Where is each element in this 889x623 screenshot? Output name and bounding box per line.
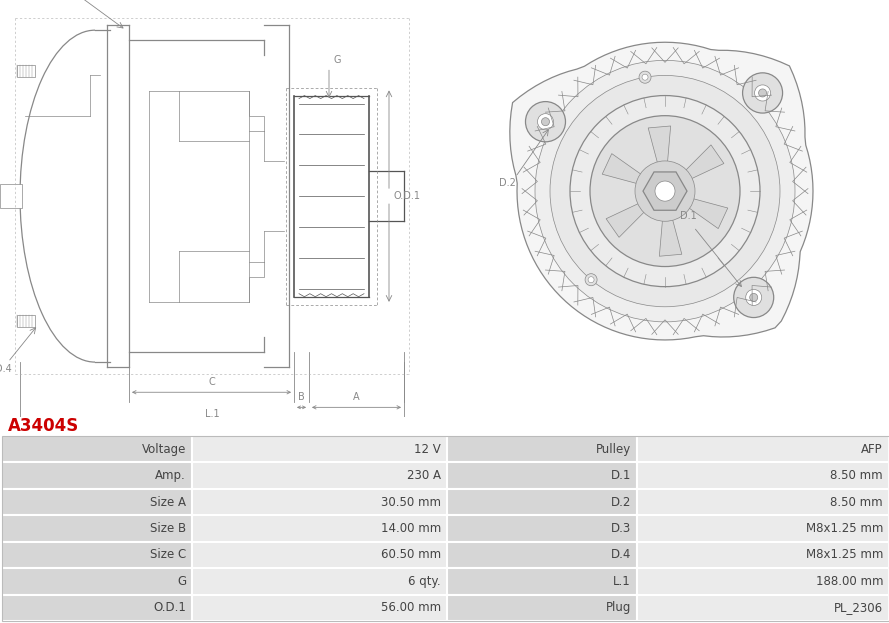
Polygon shape: [660, 211, 682, 256]
Circle shape: [733, 277, 773, 318]
Bar: [447, 542, 637, 568]
Text: D.4: D.4: [0, 364, 12, 374]
Circle shape: [642, 74, 648, 80]
Polygon shape: [643, 172, 687, 211]
Bar: [637, 462, 889, 489]
Bar: [637, 568, 889, 594]
Bar: [2, 594, 192, 621]
Bar: [637, 542, 889, 568]
Text: Plug: Plug: [605, 601, 631, 614]
Circle shape: [535, 60, 795, 322]
Circle shape: [541, 118, 549, 126]
Bar: [637, 594, 889, 621]
Text: Size B: Size B: [150, 522, 186, 535]
Bar: [17, 315, 35, 327]
Text: 230 A: 230 A: [407, 469, 441, 482]
Text: 188.00 mm: 188.00 mm: [815, 575, 883, 588]
Text: D.4: D.4: [611, 548, 631, 561]
Bar: [192, 436, 447, 462]
Circle shape: [746, 290, 762, 305]
Text: D.2: D.2: [611, 496, 631, 508]
Text: 12 V: 12 V: [414, 443, 441, 456]
Circle shape: [655, 181, 675, 201]
Text: D.1: D.1: [680, 211, 697, 221]
Text: 56.00 mm: 56.00 mm: [380, 601, 441, 614]
Bar: [447, 515, 637, 542]
Text: 14.00 mm: 14.00 mm: [380, 522, 441, 535]
Text: M8x1.25 mm: M8x1.25 mm: [805, 548, 883, 561]
Bar: [2, 462, 192, 489]
Bar: [2, 436, 192, 462]
Text: G: G: [177, 575, 186, 588]
Text: Size C: Size C: [149, 548, 186, 561]
Circle shape: [590, 116, 740, 267]
Text: 6 qty.: 6 qty.: [408, 575, 441, 588]
Circle shape: [639, 71, 651, 83]
Polygon shape: [602, 154, 649, 186]
Circle shape: [758, 89, 766, 97]
Text: D.3: D.3: [611, 522, 631, 535]
Text: G: G: [334, 55, 341, 65]
Polygon shape: [679, 145, 724, 183]
Polygon shape: [606, 199, 651, 237]
Text: C: C: [208, 377, 215, 388]
Bar: [2, 489, 192, 515]
Bar: [192, 542, 447, 568]
Text: AFP: AFP: [861, 443, 883, 456]
Text: Pulley: Pulley: [596, 443, 631, 456]
Circle shape: [550, 75, 780, 307]
Bar: [192, 489, 447, 515]
Text: L.1: L.1: [613, 575, 631, 588]
Text: D.2: D.2: [499, 178, 516, 188]
Text: A3404S: A3404S: [8, 417, 79, 435]
Text: B: B: [298, 392, 305, 402]
Bar: [447, 462, 637, 489]
Circle shape: [570, 95, 760, 287]
Circle shape: [635, 161, 695, 221]
Bar: [447, 594, 637, 621]
Bar: [192, 594, 447, 621]
Text: O.D.1: O.D.1: [393, 191, 420, 201]
Bar: [447, 489, 637, 515]
Circle shape: [742, 73, 782, 113]
Text: PL_2306: PL_2306: [834, 601, 883, 614]
Text: M8x1.25 mm: M8x1.25 mm: [805, 522, 883, 535]
Text: 8.50 mm: 8.50 mm: [830, 469, 883, 482]
Text: O.D.1: O.D.1: [153, 601, 186, 614]
Text: Voltage: Voltage: [141, 443, 186, 456]
Circle shape: [589, 277, 594, 283]
Circle shape: [538, 113, 554, 130]
Text: L.1: L.1: [204, 409, 220, 419]
Bar: [192, 515, 447, 542]
Text: Amp.: Amp.: [156, 469, 186, 482]
Bar: [17, 65, 35, 77]
Text: 60.50 mm: 60.50 mm: [380, 548, 441, 561]
Polygon shape: [509, 42, 813, 340]
Bar: [637, 436, 889, 462]
Polygon shape: [648, 126, 670, 172]
Bar: [192, 462, 447, 489]
Circle shape: [755, 85, 771, 101]
Polygon shape: [681, 196, 728, 229]
Bar: [447, 436, 637, 462]
Bar: [2, 515, 192, 542]
Bar: [0, 184, 22, 208]
Bar: [637, 489, 889, 515]
Text: 8.50 mm: 8.50 mm: [830, 496, 883, 508]
Circle shape: [525, 102, 565, 142]
Text: D.1: D.1: [611, 469, 631, 482]
Bar: [2, 436, 889, 621]
Text: Size A: Size A: [150, 496, 186, 508]
Circle shape: [749, 293, 757, 302]
Text: A: A: [353, 392, 360, 402]
Circle shape: [585, 273, 597, 286]
Bar: [192, 568, 447, 594]
Bar: [447, 568, 637, 594]
Bar: [2, 542, 192, 568]
Bar: [2, 568, 192, 594]
Text: 30.50 mm: 30.50 mm: [381, 496, 441, 508]
Bar: [637, 515, 889, 542]
